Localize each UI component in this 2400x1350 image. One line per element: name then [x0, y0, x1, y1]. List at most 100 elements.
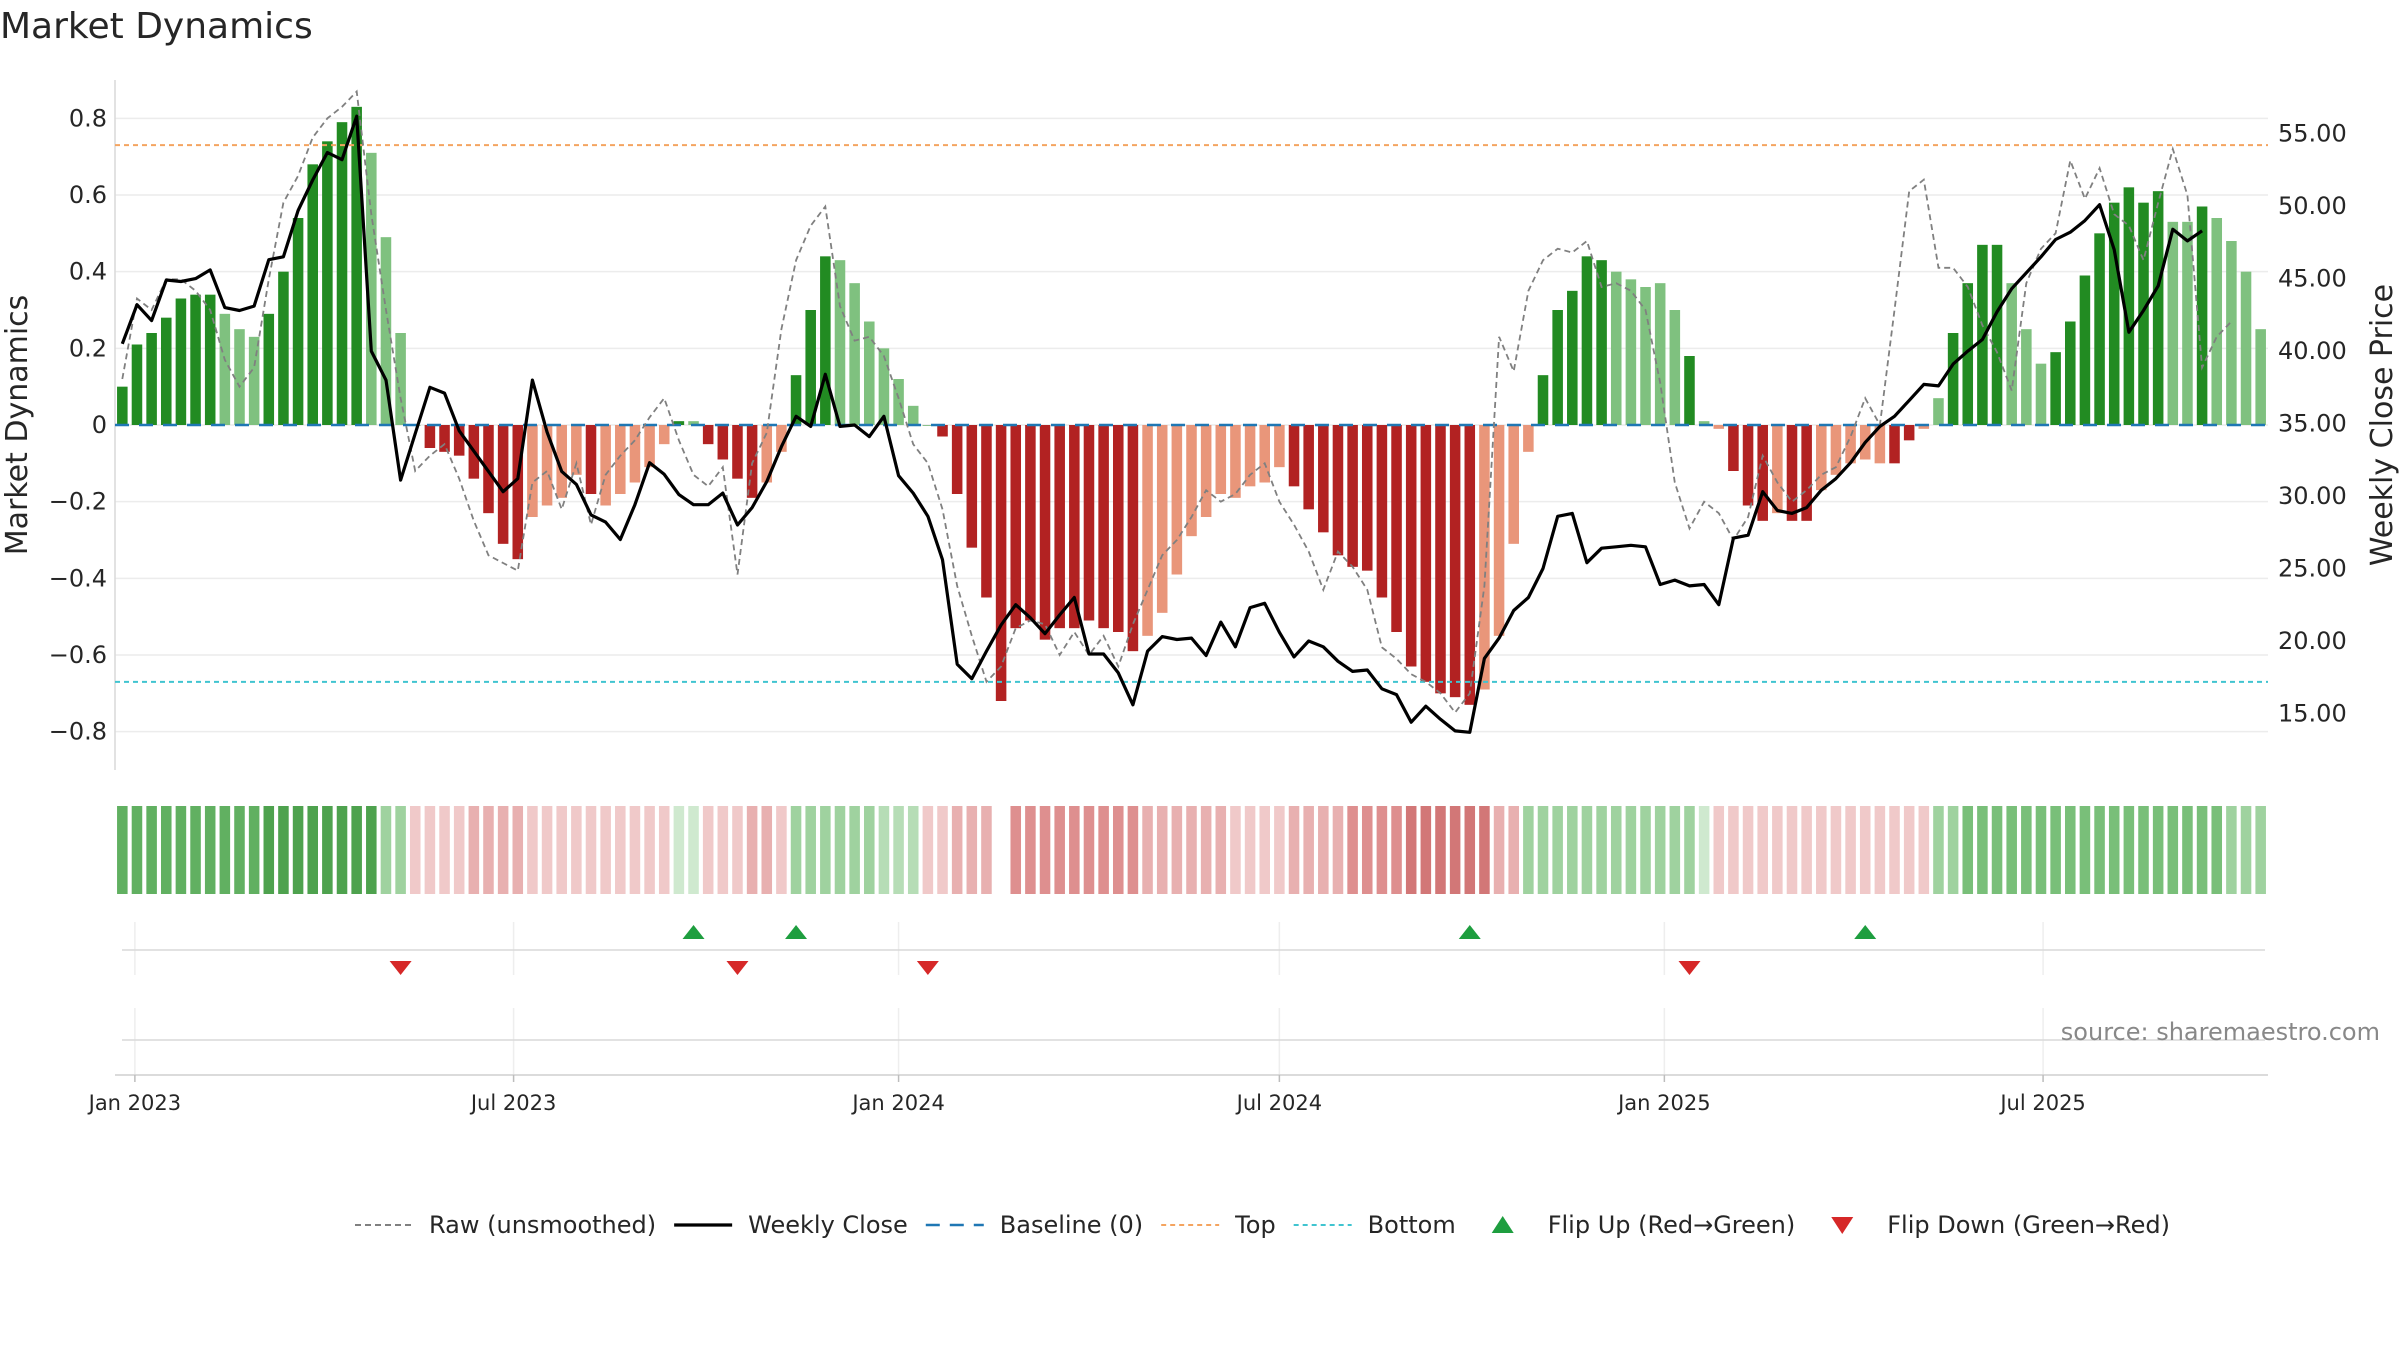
y-tick-label: −0.6 [49, 641, 107, 669]
regime-band [1156, 806, 1168, 894]
dynamics-bar [615, 425, 626, 494]
y-tick-label: 0.6 [69, 181, 107, 209]
legend-label: Bottom [1368, 1211, 1456, 1239]
date-tick-label: Jul 2023 [469, 1091, 556, 1115]
regime-band [629, 806, 641, 894]
dynamics-bar [1098, 425, 1109, 629]
regime-band [453, 806, 465, 894]
flip-down-marker [1678, 961, 1701, 975]
y2-tick-label: 20.00 [2278, 627, 2347, 655]
dynamics-bar [2226, 241, 2237, 425]
dynamics-bar [1596, 260, 1607, 425]
regime-band [673, 806, 685, 894]
regime-band [1025, 806, 1036, 894]
dynamics-bar [2255, 329, 2266, 425]
dynamics-bar [234, 329, 245, 425]
raw-series-line [121, 89, 2233, 714]
dynamics-bar [424, 425, 436, 448]
regime-band [527, 806, 538, 894]
regime-band [864, 806, 875, 894]
regime-band [1288, 806, 1300, 894]
regime-band [1684, 806, 1695, 894]
regime-band [688, 806, 699, 894]
regime-band [1596, 806, 1607, 894]
date-tick-label: Jul 2024 [1235, 1091, 1322, 1115]
regime-band [336, 806, 348, 894]
dynamics-bar [1230, 425, 1241, 498]
dynamics-bar [1698, 421, 1710, 425]
dynamics-bar [2138, 202, 2149, 425]
legend-label: Raw (unsmoothed) [429, 1211, 656, 1239]
y2-tick-label: 55.00 [2278, 120, 2347, 148]
y-tick-label: 0.2 [69, 334, 107, 362]
flip-up-marker [1458, 925, 1481, 939]
regime-band [1537, 806, 1549, 894]
regime-band [468, 806, 480, 894]
regime-band [820, 806, 831, 894]
dynamics-bar [1918, 425, 1930, 429]
dynamics-bar [1523, 425, 1534, 452]
regime-band [1215, 806, 1227, 894]
regime-band [307, 806, 318, 894]
dynamics-bar [1391, 425, 1402, 632]
dynamics-bar [336, 122, 348, 426]
flip-down-marker [389, 961, 412, 975]
regime-band [1200, 806, 1212, 894]
dynamics-bar [1127, 425, 1139, 652]
regime-band [1435, 806, 1446, 894]
regime-band [746, 806, 758, 894]
dynamics-bar [1728, 425, 1739, 471]
dynamics-bar [1493, 425, 1505, 636]
y2-tick-label: 45.00 [2278, 265, 2347, 293]
regime-band [292, 806, 304, 894]
dynamics-bar [2035, 363, 2047, 425]
legend-label: Weekly Close [748, 1211, 908, 1239]
dynamics-bar [1654, 283, 1666, 425]
dynamics-bar [146, 333, 157, 425]
dynamics-bar [2152, 191, 2164, 425]
regime-band [1772, 806, 1783, 894]
legend-item-bottom: Bottom [1293, 1211, 1456, 1239]
regime-band [1523, 806, 1534, 894]
dynamics-bar [497, 425, 509, 544]
date-tick-label: Jul 2025 [1998, 1091, 2085, 1115]
regime-band [1962, 806, 1974, 894]
regime-band [1449, 806, 1461, 894]
dynamics-bar [1347, 425, 1358, 567]
regime-band [1640, 806, 1651, 894]
dynamics-bar [966, 425, 978, 548]
regime-band [1405, 806, 1417, 894]
y-tick-label: 0 [92, 411, 107, 439]
regime-band [849, 806, 860, 894]
dynamics-bar [1508, 425, 1519, 544]
regime-band [2211, 806, 2223, 894]
dynamics-bar [1772, 425, 1783, 514]
dynamics-bar [1069, 425, 1080, 629]
dynamics-bar [204, 294, 216, 425]
dynamics-bar [380, 237, 392, 425]
dynamics-bar [849, 283, 860, 425]
dynamics-bar [1947, 333, 1959, 425]
flip-up-marker [785, 925, 808, 939]
dynamics-bar [2211, 218, 2223, 425]
dynamics-bar [644, 425, 655, 468]
dynamics-bar [527, 425, 538, 517]
dynamics-bar [864, 321, 875, 425]
dynamics-bar [1186, 425, 1197, 537]
dynamics-bar [1552, 310, 1563, 425]
dynamics-bar [2006, 283, 2017, 425]
dynamics-bar [1039, 425, 1051, 640]
regime-band [878, 806, 890, 894]
regime-band [1039, 806, 1051, 894]
regime-band [2196, 806, 2208, 894]
dynamics-bar [732, 425, 743, 479]
date-tick-label: Jan 2025 [1616, 1091, 1711, 1115]
regime-band [1127, 806, 1139, 894]
regime-band [1493, 806, 1505, 894]
regime-band [1567, 806, 1578, 894]
regime-band [1947, 806, 1959, 894]
regime-band [1801, 806, 1812, 894]
regime-band [2006, 806, 2017, 894]
dynamics-bar [1845, 425, 1856, 464]
dynamics-bar [1962, 283, 1974, 425]
